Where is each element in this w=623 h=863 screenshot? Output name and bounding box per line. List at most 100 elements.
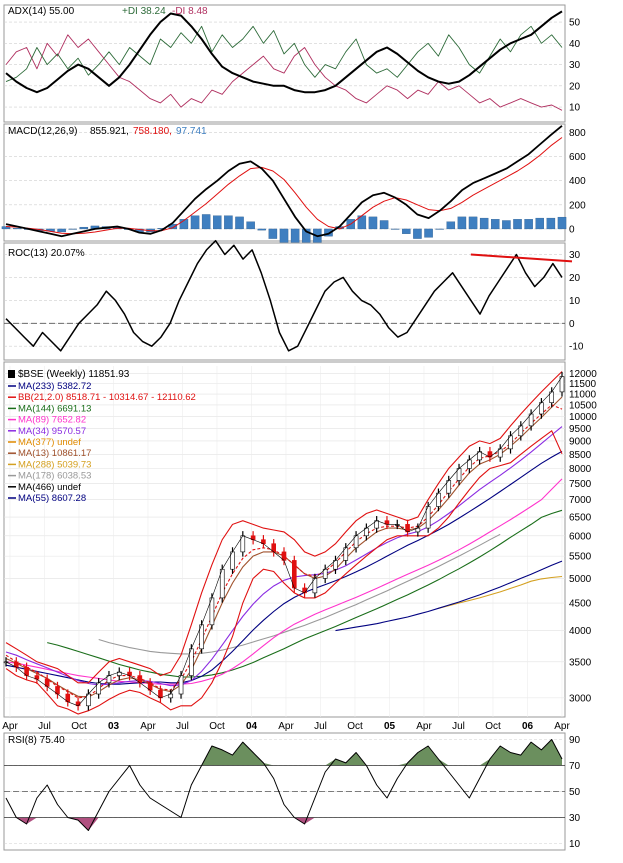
roc-y-tick-label: 10 — [569, 296, 581, 307]
price-y-tick-label: 9000 — [569, 436, 592, 447]
macd-histogram-bar — [257, 228, 266, 231]
macd-histogram-bar — [268, 228, 278, 239]
macd-histogram-bar — [57, 228, 66, 233]
legend-entry: MA(466) undef — [18, 482, 81, 493]
price-x-tick-label: Jul — [452, 721, 465, 732]
legend-entry: MA(89) 7652.82 — [18, 415, 86, 426]
price-y-tick-label: 6000 — [569, 531, 592, 542]
price-y-tick-label: 8500 — [569, 450, 592, 461]
macd-y-tick-label: 600 — [569, 152, 586, 163]
rsi-overbought-fill — [6, 739, 562, 766]
macd-signal-line — [5, 137, 563, 235]
legend-entry: MA(288) 5039.73 — [18, 459, 91, 470]
macd-histogram-bar — [190, 215, 200, 230]
price-title: $BSE (Weekly) 11851.93 — [18, 369, 130, 380]
macd-histogram-bar — [324, 228, 333, 237]
macd-histogram-bar — [435, 228, 444, 230]
legend-entry: MA(233) 5382.72 — [18, 381, 91, 392]
price-ma-178-line — [98, 533, 501, 655]
price-x-tick-label: Oct — [485, 721, 501, 732]
price-y-tick-label: 6500 — [569, 513, 592, 524]
adx-minus-di-label: -DI 8.48 — [172, 6, 208, 17]
price-close-line — [5, 376, 563, 707]
rsi-y-tick-label: 70 — [569, 761, 581, 772]
macd-histogram-bar — [179, 219, 189, 230]
macd-y-tick-label: 0 — [569, 224, 575, 235]
roc-y-tick-label: 0 — [569, 319, 575, 330]
legend-entry: MA(34) 9570.57 — [18, 426, 86, 437]
macd-y-tick-label: 400 — [569, 176, 586, 187]
macd-histogram-bar — [390, 228, 400, 230]
adx-y-tick-label: 10 — [569, 103, 581, 114]
macd-histogram-bar — [79, 226, 89, 230]
macd-histogram-bar — [546, 217, 556, 230]
rsi-y-tick-label: 90 — [569, 735, 581, 746]
legend-entry: MA(13) 10861.17 — [18, 448, 91, 459]
rsi-y-tick-label: 30 — [569, 813, 581, 824]
legend-entry: MA(55) 8607.28 — [18, 493, 86, 504]
price-y-tick-label: 10500 — [569, 400, 597, 411]
price-y-tick-label: 11000 — [569, 390, 597, 401]
price-x-tick-label: 04 — [246, 721, 258, 732]
roc-y-tick-label: -10 — [569, 342, 584, 353]
price-bb-lower-line — [5, 429, 563, 715]
macd-histogram-bar — [213, 215, 222, 230]
price-ma-144-line — [47, 509, 563, 678]
price-y-tick-label: 12000 — [569, 369, 597, 380]
adx-plus-di-line — [5, 25, 563, 83]
macd-histogram-bar — [368, 216, 378, 230]
macd-histogram-bar — [491, 219, 500, 230]
roc-panel: -10 0 10 20 30 ROC(13) 20.07% — [3, 239, 584, 361]
macd-histogram-bar — [513, 219, 522, 230]
macd-hist-value: 97.741 — [176, 126, 207, 137]
price-y-tick-label: 10000 — [569, 412, 597, 423]
price-y-tick-label: 11500 — [569, 379, 597, 390]
price-x-tick-label: Oct — [209, 721, 225, 732]
price-x-tick-label: Jul — [176, 721, 189, 732]
candlestick-icon — [8, 370, 15, 378]
price-y-tick-label: 3000 — [569, 693, 592, 704]
macd-panel: 0 200 400 600 800 MACD(12,26,9) 855.921, 758… — [1, 123, 586, 254]
adx-title: ADX(14) 55.00 — [8, 6, 75, 17]
adx-y-tick-label: 40 — [569, 39, 581, 50]
price-x-tick-label: Apr — [278, 721, 294, 732]
macd-histogram-bar — [402, 228, 411, 234]
rsi-y-tick-label: 50 — [569, 787, 581, 798]
price-x-tick-label: 06 — [522, 721, 534, 732]
macd-histogram-bar — [224, 215, 233, 230]
price-x-tick-label: Jul — [314, 721, 327, 732]
macd-line — [5, 125, 563, 238]
roc-trendline — [470, 253, 573, 263]
rsi-line — [5, 739, 563, 831]
price-ma-288-line — [438, 575, 563, 609]
roc-y-tick-label: 20 — [569, 273, 581, 284]
price-x-tick-label: Jul — [38, 721, 51, 732]
macd-title-label: MACD(12,26,9) — [8, 126, 77, 137]
price-y-tick-label: 7000 — [569, 495, 592, 506]
price-ma-233-line — [335, 560, 563, 632]
macd-histogram-bar — [235, 216, 244, 230]
adx-line — [5, 10, 563, 94]
adx-panel: 10 20 30 40 50 ADX(14) 55.00 +DI 38.24 -DI 8… — [3, 4, 581, 123]
legend-entry: MA(377) undef — [18, 437, 81, 448]
macd-histogram-bar — [201, 214, 211, 230]
price-y-tick-label: 4500 — [569, 599, 592, 610]
macd-histogram-bar — [424, 228, 433, 238]
price-x-tick-label: Apr — [416, 721, 432, 732]
adx-plus-di-label: +DI 38.24 — [122, 6, 166, 17]
macd-histogram-bar — [68, 228, 77, 230]
macd-histogram-bar — [157, 228, 166, 230]
macd-histogram-bar — [246, 221, 255, 230]
macd-histogram-bar — [446, 221, 456, 230]
price-x-tick-label: Oct — [71, 721, 87, 732]
legend-entry: MA(178) 6038.53 — [18, 471, 91, 482]
adx-minus-di-line — [5, 34, 563, 111]
rsi-panel: 10 30 50 70 90 RSI(8) 75.40 — [3, 732, 581, 851]
price-x-tick-label: Oct — [347, 721, 363, 732]
legend-entry: MA(144) 6691.13 — [18, 403, 91, 414]
price-x-tick-label: Apr — [554, 721, 570, 732]
price-y-tick-label: 3500 — [569, 657, 592, 668]
macd-histogram-bar — [524, 219, 533, 230]
macd-signal-value: 758.180, — [133, 126, 172, 137]
macd-histogram-bar — [535, 217, 544, 230]
